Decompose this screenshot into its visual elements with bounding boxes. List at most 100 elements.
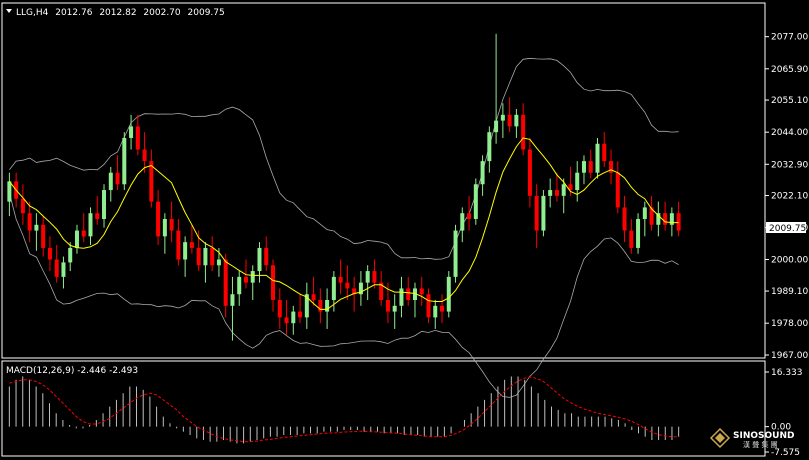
candle-body <box>298 311 303 318</box>
symbol-label: LLG,H4 <box>16 8 49 18</box>
candle-body <box>210 247 215 266</box>
candle-body <box>122 137 127 185</box>
candle-body <box>102 190 107 219</box>
candle-body <box>602 143 607 162</box>
logo-text: SINOSOUND <box>733 431 794 441</box>
candle-body <box>453 230 458 277</box>
candle-body <box>480 161 485 185</box>
candle-body <box>433 305 438 318</box>
price-tick-label: 2044.00 <box>771 128 808 138</box>
candle-body <box>534 195 539 231</box>
candle-body <box>649 207 654 225</box>
candle-body <box>237 276 242 295</box>
logo-diamond-core-icon <box>715 433 725 443</box>
candle-body <box>325 300 330 312</box>
candle-body <box>642 207 647 219</box>
candle-body <box>358 282 363 295</box>
candle-body <box>61 262 66 277</box>
candle-body <box>568 184 573 191</box>
candle-body <box>156 201 161 237</box>
close-value: 2009.75 <box>188 8 225 18</box>
ma-line <box>9 137 679 310</box>
candle-body <box>514 114 519 127</box>
candle-body <box>142 149 147 162</box>
logo-subtext: 漢 聲 集 團 <box>743 440 778 449</box>
macd-axis: 16.333 0.00 -7.575 <box>765 368 803 458</box>
price-tick-label: 2022.10 <box>771 192 808 202</box>
candle-body <box>440 305 445 312</box>
candle-body <box>284 317 289 324</box>
candle-body <box>507 114 512 127</box>
candle-body <box>473 184 478 219</box>
candle-body <box>257 247 262 272</box>
candle-body <box>250 271 255 283</box>
current-price-label: 2009.75 <box>769 224 806 234</box>
chart-header: LLG,H4 2012.76 2012.82 2002.70 2009.75 <box>16 8 225 18</box>
moving-average <box>9 137 679 310</box>
candle-body <box>183 242 188 260</box>
candle-body <box>135 126 140 150</box>
candle-body <box>399 288 404 306</box>
candle-body <box>521 114 526 150</box>
candle-body <box>426 294 431 318</box>
price-tick-label: 1989.10 <box>771 287 808 297</box>
candle-body <box>88 213 93 237</box>
candle-body <box>446 276 451 312</box>
candle-body <box>216 259 221 266</box>
macd-signal-line <box>9 376 679 443</box>
candle-body <box>20 198 25 214</box>
candle-body <box>68 247 73 263</box>
macd-signal <box>9 376 679 443</box>
sinosound-logo: SINOSOUND 漢 聲 集 團 <box>709 427 794 449</box>
open-value: 2012.76 <box>55 8 92 18</box>
price-tick-label: 2000.00 <box>771 256 808 266</box>
candle-body <box>81 230 86 237</box>
candle-body <box>271 265 276 301</box>
menu-triangle-icon[interactable] <box>6 9 12 13</box>
macd-tick-label: -7.575 <box>771 448 800 458</box>
current-price-tag <box>766 222 806 233</box>
candle-body <box>676 213 681 231</box>
candle-body <box>412 288 417 301</box>
main-panel-frame <box>1 2 766 359</box>
candle-body <box>406 288 411 301</box>
candle-body <box>338 276 343 283</box>
macd-histogram <box>8 376 680 444</box>
candle-body <box>500 114 505 121</box>
candle-body <box>541 195 546 231</box>
candle-body <box>54 259 59 277</box>
bollinger-bands <box>9 57 679 398</box>
price-tick-label: 2032.90 <box>771 160 808 170</box>
price-axis: 2077.00 2065.90 2055.10 2044.00 2032.90 2022.… <box>765 33 808 361</box>
candle-body <box>189 242 194 248</box>
candle-body <box>223 259 228 306</box>
price-tick-label: 1967.00 <box>771 351 808 361</box>
candle-body <box>162 218 167 237</box>
candle-body <box>345 282 350 289</box>
candle-body <box>385 300 390 312</box>
candle-body <box>243 276 248 283</box>
candlesticks <box>7 33 681 341</box>
high-value: 2012.82 <box>99 8 136 18</box>
candle-body <box>41 224 46 248</box>
macd-label: MACD(12,26,9) -2.446 -2.493 <box>6 366 138 376</box>
candle-body <box>34 224 39 231</box>
macd-tick-label: 0.00 <box>771 423 791 433</box>
macd-panel-frame <box>1 360 766 457</box>
lower-band-line <box>9 192 679 398</box>
candle-body <box>467 213 472 219</box>
candle-body <box>203 247 208 266</box>
price-tick-label: 1978.00 <box>771 319 808 329</box>
candle-body <box>636 218 641 248</box>
candle-body <box>277 300 282 318</box>
candle-body <box>95 213 100 219</box>
candle-body <box>115 172 120 185</box>
candle-body <box>74 230 79 248</box>
candle-body <box>494 120 499 133</box>
candle-body <box>27 213 32 231</box>
candle-body <box>176 230 181 260</box>
candle-body <box>527 149 532 196</box>
candle-body <box>487 132 492 162</box>
candle-body <box>629 230 634 248</box>
candle-body <box>230 294 235 306</box>
